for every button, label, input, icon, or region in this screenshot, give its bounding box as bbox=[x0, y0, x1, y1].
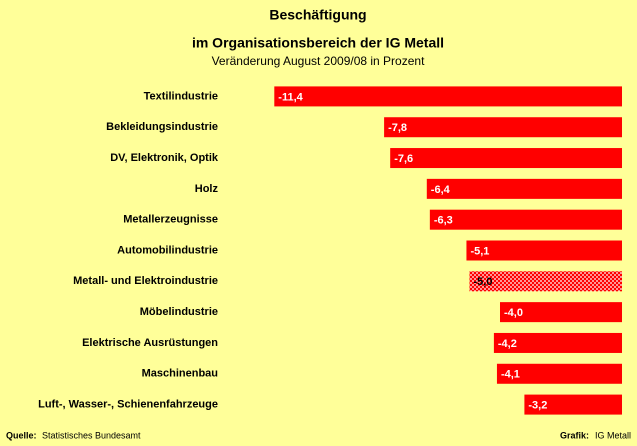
category-label: Textilindustrie bbox=[144, 90, 218, 102]
bar bbox=[466, 240, 622, 261]
bar bbox=[496, 363, 622, 384]
bar bbox=[469, 271, 622, 292]
chart-subtitle: Veränderung August 2009/08 in Prozent bbox=[212, 54, 425, 68]
bar bbox=[429, 209, 622, 230]
category-label: Metallerzeugnisse bbox=[123, 214, 218, 226]
category-label: Bekleidungsindustrie bbox=[106, 121, 218, 133]
value-label: -5,1 bbox=[470, 245, 489, 257]
category-label: DV, Elektronik, Optik bbox=[110, 152, 219, 164]
credit-label: Grafik: bbox=[560, 430, 589, 440]
category-label: Elektrische Ausrüstungen bbox=[82, 337, 218, 349]
category-label: Automobilindustrie bbox=[117, 244, 218, 256]
value-label: -4,0 bbox=[504, 307, 523, 319]
bar bbox=[524, 394, 622, 415]
bar bbox=[390, 148, 622, 169]
value-label: -7,6 bbox=[394, 153, 413, 165]
value-label: -6,3 bbox=[434, 215, 453, 227]
category-label: Maschinenbau bbox=[142, 368, 218, 380]
source-label: Quelle: bbox=[6, 430, 37, 440]
value-label: -6,4 bbox=[431, 184, 451, 196]
value-label: -11,4 bbox=[278, 91, 303, 103]
category-label: Metall- und Elektroindustrie bbox=[73, 275, 218, 287]
chart-title: im Organisationsbereich der IG Metall bbox=[192, 35, 444, 51]
value-label: -5,0 bbox=[474, 276, 493, 288]
credit: IG Metall bbox=[595, 430, 631, 440]
value-label: -4,2 bbox=[498, 338, 517, 350]
source: Statistisches Bundesamt bbox=[42, 430, 141, 440]
chart-title: Beschäftigung bbox=[269, 7, 366, 23]
category-label: Möbelindustrie bbox=[140, 306, 218, 318]
value-label: -4,1 bbox=[501, 369, 520, 381]
value-label: -3,2 bbox=[528, 399, 547, 411]
bar bbox=[500, 302, 622, 323]
value-label: -7,8 bbox=[388, 122, 407, 134]
bar bbox=[426, 178, 622, 199]
bar bbox=[384, 117, 622, 138]
category-label: Luft-, Wasser-, Schienenfahrzeuge bbox=[38, 398, 218, 410]
bar bbox=[493, 332, 622, 353]
bar bbox=[274, 86, 622, 107]
category-label: Holz bbox=[195, 183, 219, 195]
